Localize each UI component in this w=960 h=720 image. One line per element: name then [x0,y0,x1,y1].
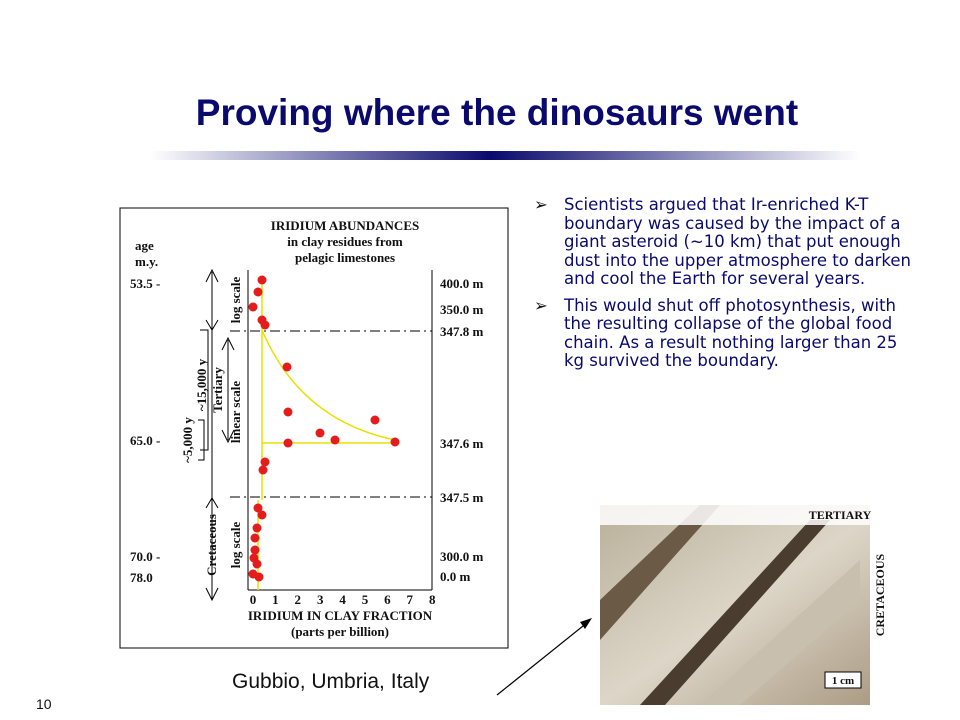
scale-label: log scale [228,276,243,323]
x-tick-label: 4 [339,592,346,607]
depth: 347.5 m [440,490,484,505]
pointer-arrow [496,618,592,696]
slide-title: Proving where the dinosaurs went [195,92,799,133]
x-tick-label: 2 [295,592,302,607]
x-tick-label: 5 [362,592,369,607]
age: 53.5 - [130,276,160,291]
depth: 350.0 m [440,302,484,317]
figure-title: in clay residues from [287,234,403,249]
bullet-list: Scientists argued that Ir-enriched K-T b… [534,195,914,379]
age-header: age [135,238,154,253]
duration-label: ~15,000 y [194,358,209,411]
depth: 300.0 m [440,549,484,564]
x-tick-label: 1 [272,592,279,607]
age-header: m.y. [135,254,158,269]
depth: 400.0 m [440,276,484,291]
photo-label: CRETACEOUS [873,553,887,636]
outcrop-photo: TERTIARY CRETACEOUS 1 cm [600,505,888,705]
scale-label: linear scale [228,381,243,443]
figure-title: pelagic limestones [295,250,395,265]
scale-label: log scale [228,521,243,568]
bullet: This would shut off photosynthesis, with… [534,296,914,371]
x-tick-label: 8 [429,592,436,607]
title-rule [150,151,860,160]
period-label: Tertiary [210,367,225,413]
depth: 0.0 m [440,569,471,584]
iridium-figure: IRIDIUM ABUNDANCES in clay residues from… [119,207,509,649]
photo-label: TERTIARY [809,508,872,522]
scale-bar-label: 1 cm [832,675,854,687]
caption: Gubbio, Umbria, Italy [232,670,430,693]
age: 78.0 [130,570,153,585]
bullet: Scientists argued that Ir-enriched K-T b… [534,195,914,289]
age: 70.0 - [130,549,160,564]
duration-label: ~5,000 y [180,417,195,463]
x-tick-label: 3 [317,592,324,607]
figure-title: IRIDIUM ABUNDANCES [271,218,419,233]
x-tick-label: 7 [407,592,414,607]
depth: 347.6 m [440,436,484,451]
x-title: (parts per billion) [291,624,389,639]
x-tick-label: 0 [250,592,257,607]
period-label: Cretaceous [204,514,219,576]
x-title: IRIDIUM IN CLAY FRACTION [248,608,433,623]
depth: 347.8 m [440,324,484,339]
slide-number: 10 [36,696,52,712]
x-tick-label: 6 [384,592,391,607]
age: 65.0 - [130,433,160,448]
